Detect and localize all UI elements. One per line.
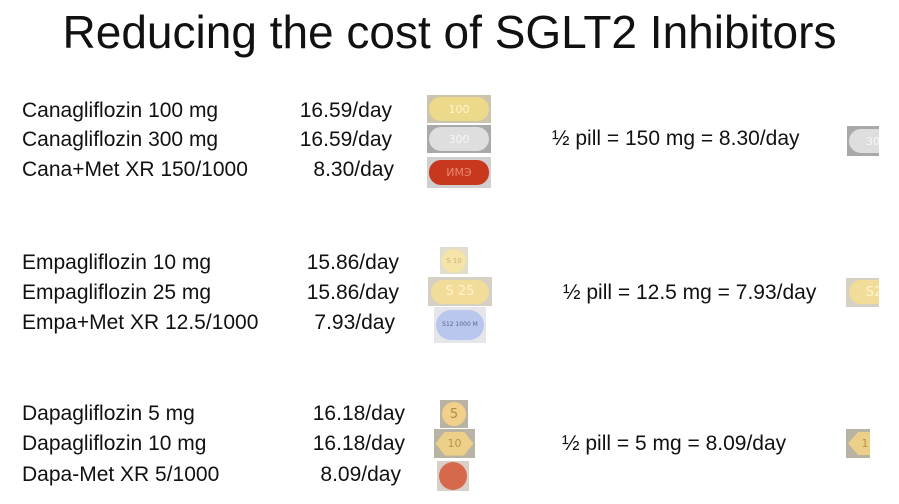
drug-row: Dapa-Met XR 5/1000 8.09/day [0, 460, 899, 490]
half-pill-image: 1 [846, 429, 870, 458]
drug-row: Cana+Met XR 150/1000 8.30/day [0, 155, 899, 185]
drug-name: Dapa-Met XR 5/1000 [22, 463, 220, 486]
drug-row: Empagliflozin 25 mg 15.86/day [0, 278, 899, 308]
drug-row: Canagliflozin 300 mg 16.59/day [0, 125, 899, 155]
drug-name: Empagliflozin 25 mg [22, 281, 212, 304]
pill-imprint: S 10 [442, 248, 466, 273]
drug-row: Dapagliflozin 10 mg 16.18/day [0, 429, 899, 459]
half-pill-note: ½ pill = 150 mg = 8.30/day [552, 127, 800, 150]
pill-image: ИМЭ [427, 157, 491, 188]
half-pill-note: ½ pill = 5 mg = 8.09/day [562, 432, 787, 455]
drug-cost: 16.59/day [299, 99, 392, 122]
drug-cost: 16.18/day [312, 402, 405, 425]
half-pill-note: ½ pill = 12.5 mg = 7.93/day [563, 281, 817, 304]
pill-imprint: ИМЭ [429, 160, 489, 185]
pill-image: 10 [434, 429, 475, 458]
drug-cost: 16.18/day [312, 432, 405, 455]
pill-image: S 25 [428, 277, 492, 306]
drug-cost: 15.86/day [306, 281, 399, 304]
pill-image: S12 1000 M [434, 307, 486, 343]
pill-imprint: 30 [849, 129, 879, 153]
pill-imprint: 1 [848, 432, 870, 455]
drug-name: Canagliflozin 100 mg [22, 99, 219, 122]
drug-cost: 8.30/day [313, 158, 394, 181]
drug-cost: 8.09/day [320, 463, 401, 486]
drug-name: Cana+Met XR 150/1000 [22, 158, 248, 181]
pill-imprint: S 25 [431, 279, 489, 304]
pill-imprint [439, 462, 467, 490]
pill-imprint: 100 [429, 97, 489, 121]
drug-row: Dapagliflozin 5 mg 16.18/day [0, 399, 899, 429]
pill-imprint: 10 [435, 431, 474, 456]
pill-imprint: 300 [429, 127, 489, 151]
drug-name: Empa+Met XR 12.5/1000 [22, 311, 259, 334]
drug-cost: 16.59/day [299, 128, 392, 151]
drug-name: Canagliflozin 300 mg [22, 128, 219, 151]
pill-imprint: S12 1000 M [436, 310, 484, 340]
drug-cost: 7.93/day [314, 311, 395, 334]
pill-image: 5 [440, 400, 468, 428]
drug-row: Canagliflozin 100 mg 16.59/day [0, 96, 899, 126]
pill-image [437, 461, 469, 491]
pill-imprint: S2 [849, 280, 879, 304]
drug-cost: 15.86/day [306, 251, 399, 274]
slide-title: Reducing the cost of SGLT2 Inhibitors [62, 6, 837, 58]
pill-image: 300 [427, 125, 491, 153]
half-pill-image: S2 [846, 278, 879, 307]
drug-row: Empagliflozin 10 mg 15.86/day [0, 248, 899, 278]
pill-imprint: 5 [442, 402, 466, 426]
pill-image: S 10 [440, 247, 468, 274]
drug-name: Dapagliflozin 5 mg [22, 402, 195, 425]
drug-name: Dapagliflozin 10 mg [22, 432, 207, 455]
drug-name: Empagliflozin 10 mg [22, 251, 212, 274]
drug-row: Empa+Met XR 12.5/1000 7.93/day [0, 308, 899, 338]
half-pill-image: 30 [847, 126, 879, 156]
pill-image: 100 [427, 95, 491, 123]
